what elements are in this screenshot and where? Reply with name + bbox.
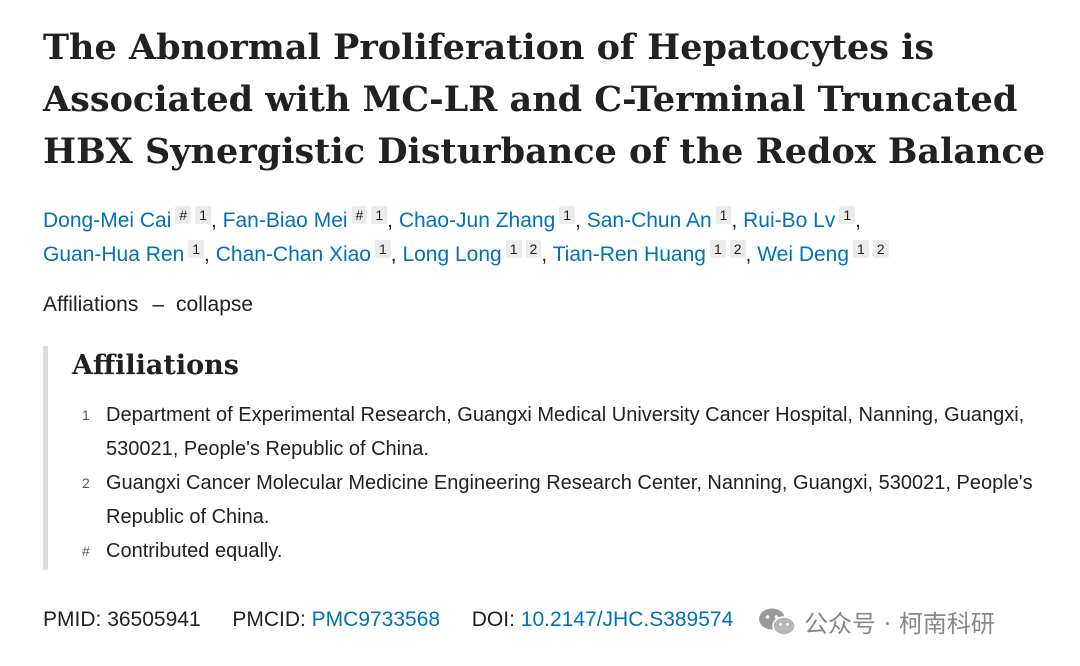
title-line: The Abnormal Proliferation of Hepatocyte… [43,27,935,68]
author-entry: Chan-Chan Xiao 1 [215,240,391,266]
author-entry: Guan-Hua Ren 1 [43,240,205,266]
watermark-text: 公众号 · 柯南科研 [804,610,995,638]
affiliation-marker[interactable]: 2 [525,240,542,258]
affiliation-text: Department of Experimental Research, Gua… [106,404,1025,460]
affiliation-marker[interactable]: 1 [505,240,522,258]
affiliation-marker[interactable]: 1 [371,206,388,224]
affiliations-heading: Affiliations [72,350,239,381]
author-entry: Dong-Mei Cai #1 [43,206,211,232]
pmcid-label: PMCID: [232,608,306,631]
affiliations-panel: Affiliations 1 Department of Experimenta… [43,346,1053,570]
wechat-icon [758,607,796,637]
affiliation-item: 1 Department of Experimental Research, G… [72,398,1053,466]
author-entry: Wei Deng 1 2 [757,240,889,266]
author-name-link[interactable]: Chao-Jun Zhang [398,209,556,232]
affiliation-marker[interactable]: 1 [559,206,576,224]
doi-link[interactable]: 10.2147/JHC.S389574 [520,608,734,631]
author-separator: , [541,243,553,266]
author-name-link[interactable]: Guan-Hua Ren [43,243,185,266]
author-entry: Long Long 1 2 [402,240,542,266]
doi-label: DOI: [471,608,515,631]
affiliation-marker[interactable]: 1 [853,240,869,258]
affiliation-marker[interactable]: 2 [729,240,746,258]
author-separator: , [204,243,216,266]
affiliation-text: Contributed equally. [106,540,283,562]
article-identifiers: PMID: 36505941 PMCID: PMC9733568 DOI: 10… [43,603,733,637]
pmcid-link[interactable]: PMC9733568 [311,608,441,631]
author-separator: , [390,243,403,266]
affiliation-marker[interactable]: 1 [195,206,211,224]
author-name-link[interactable]: Fan-Biao Mei [222,209,348,232]
author-entry: Tian-Ren Huang 1 2 [552,240,746,266]
affiliation-marker[interactable]: 1 [839,206,856,224]
affiliation-text: Guangxi Cancer Molecular Medicine Engine… [106,472,1033,528]
article-title: The Abnormal Proliferation of Hepatocyte… [43,22,1053,178]
affiliation-key: # [82,543,90,559]
watermark: 公众号 · 柯南科研 [758,604,995,639]
affiliation-item: # Contributed equally. [72,534,1053,568]
author-list: Dong-Mei Cai #1, Fan-Biao Mei #1, Chao-Jun… [43,204,1053,272]
author-name-link[interactable]: San-Chun An [586,209,712,232]
author-entry: Chao-Jun Zhang 1 [398,206,576,232]
affiliation-key: 1 [82,407,90,423]
affiliation-marker[interactable]: 1 [715,206,732,224]
title-line: HBX Synergistic Disturbance of the Redox… [43,131,1046,172]
author-separator: , [855,209,861,232]
author-name-link[interactable]: Tian-Ren Huang [552,243,706,266]
author-separator: , [387,209,399,232]
author-name-link[interactable]: Rui-Bo Lv [743,209,836,232]
author-entry: Rui-Bo Lv 1 [743,206,856,232]
author-name-link[interactable]: Dong-Mei Cai [43,209,172,232]
author-separator: , [210,209,223,232]
affiliations-toggle-label: Affiliations [43,293,139,316]
affiliation-item: 2 Guangxi Cancer Molecular Medicine Engi… [72,466,1053,534]
collapse-button[interactable]: collapse [176,293,254,316]
author-separator: , [745,243,758,266]
article-header: The Abnormal Proliferation of Hepatocyte… [43,22,1053,570]
pmid-value: 36505941 [107,608,201,631]
author-entry: Fan-Biao Mei #1 [222,206,388,232]
author-name-link[interactable]: Wei Deng [757,243,850,266]
dash-separator: – [152,293,165,316]
affiliation-marker[interactable]: 2 [872,240,889,258]
author-separator: , [575,209,587,232]
pmid-label: PMID: [43,608,102,631]
affiliations-list: 1 Department of Experimental Research, G… [72,398,1053,568]
author-entry: San-Chun An 1 [586,206,732,232]
author-name-link[interactable]: Long Long [402,243,502,266]
affiliation-marker[interactable]: 1 [374,240,391,258]
affiliation-marker[interactable]: 1 [709,240,726,258]
author-name-link[interactable]: Chan-Chan Xiao [215,243,371,266]
affiliation-marker[interactable]: # [351,206,368,224]
author-separator: , [731,209,744,232]
affiliation-key: 2 [82,475,90,491]
affiliations-toggle: Affiliations – collapse [43,290,1053,320]
affiliation-marker[interactable]: 1 [188,240,205,258]
affiliation-marker[interactable]: # [175,206,192,224]
title-line: Associated with MC-LR and C-Terminal Tru… [43,79,1018,120]
